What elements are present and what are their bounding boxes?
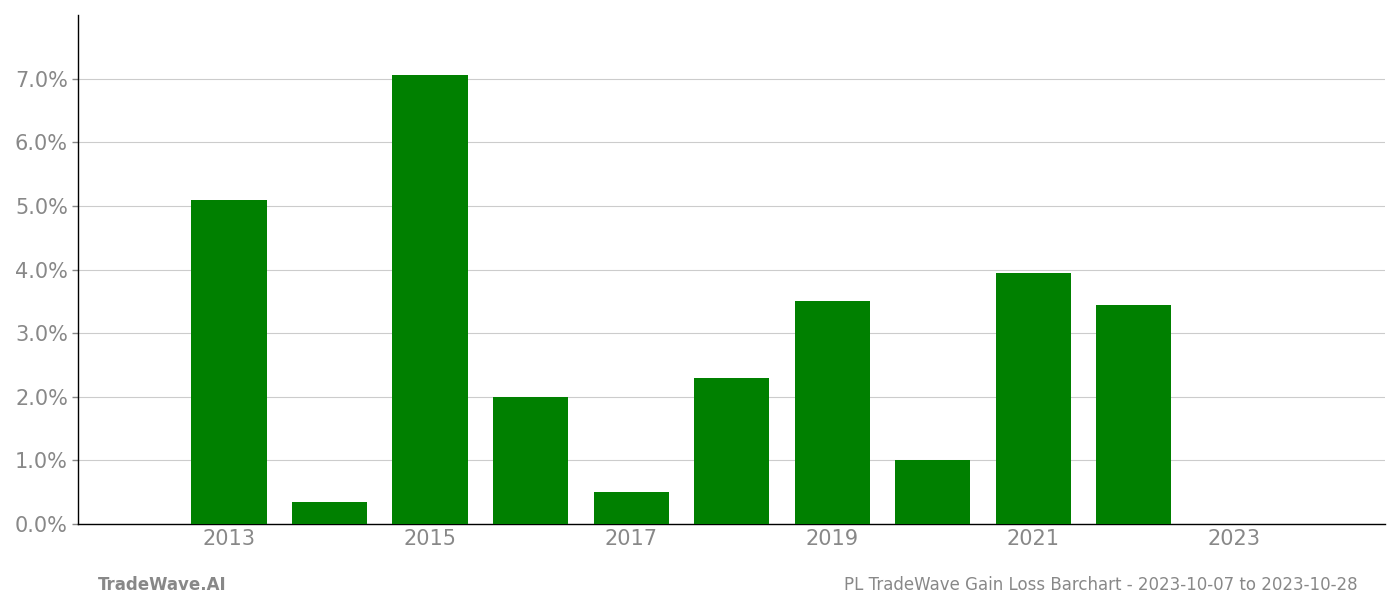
Bar [594, 493, 669, 524]
Bar [1096, 305, 1172, 524]
Bar [995, 273, 1071, 524]
Bar [293, 502, 367, 524]
Bar [694, 378, 770, 524]
Bar [895, 460, 970, 524]
Bar [493, 397, 568, 524]
Text: PL TradeWave Gain Loss Barchart - 2023-10-07 to 2023-10-28: PL TradeWave Gain Loss Barchart - 2023-1… [844, 576, 1358, 594]
Bar [192, 200, 267, 524]
Text: TradeWave.AI: TradeWave.AI [98, 576, 227, 594]
Bar [795, 301, 869, 524]
Bar [392, 76, 468, 524]
